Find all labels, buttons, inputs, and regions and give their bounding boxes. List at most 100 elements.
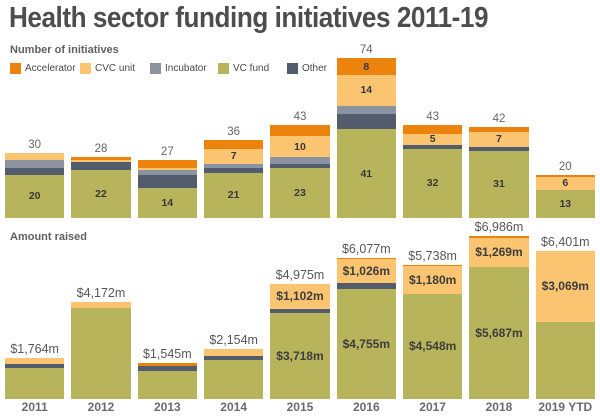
bar-column-2015: $4,975m $1,102m $3,718m [270, 217, 330, 399]
bar-segment-accelerator [137, 159, 197, 169]
bar-segment-incubator [5, 159, 65, 169]
segment-value-label: 5 [429, 133, 436, 145]
bar-total-label: 20 [558, 160, 572, 173]
bar-total-label: $6,401m [540, 234, 590, 249]
legend-item-other: Other [287, 63, 327, 74]
legend: Accelerator CVC unit Incubator VC fund Other [0, 63, 600, 77]
bar-column-2019-ytd: 20 6 13 [535, 40, 595, 218]
segment-value-label: 13 [559, 197, 572, 210]
bar-segment-accelerator [469, 236, 529, 238]
segment-value-label: 22 [95, 188, 107, 201]
incubator-swatch-icon [150, 63, 161, 74]
bar-segment-vc_fund: $4,755m [336, 288, 396, 399]
segment-value-label: $3,718m [276, 348, 324, 363]
bar-segment-vc_fund [203, 359, 264, 399]
bar-segment-accelerator [270, 125, 330, 136]
bar-column-2014: 36 7 21 [203, 40, 264, 218]
bar-segment-other [203, 356, 264, 360]
other-swatch-icon [287, 63, 298, 74]
segment-value-label: $5,687m [475, 326, 523, 341]
bar-segment-accelerator: 8 [336, 58, 396, 76]
segment-value-label: 8 [363, 60, 370, 73]
bar-segment-accelerator [203, 140, 264, 149]
bar-total-label: $6,077m [341, 241, 391, 256]
bar-total-label: 43 [426, 111, 440, 124]
bar-column-2013: $1,545m [137, 217, 197, 399]
bar-segment-vc_fund: 21 [203, 172, 264, 218]
bar-segment-incubator [137, 170, 197, 175]
bar-segment-vc_fund: 23 [270, 168, 330, 218]
legend-label: Incubator [165, 63, 207, 74]
bar-segment-other [270, 163, 330, 169]
bar-segment-cvc_unit: 14 [336, 75, 396, 106]
bar-segment-cvc_unit: $1,026m [336, 259, 396, 284]
bar-column-2016: 74 8 14 41 [336, 40, 396, 218]
legend-item-incubator: Incubator [150, 63, 207, 74]
initiatives-chart: 30 20 28 22 27 14 36 7 21 43 10 23 74 8 14 41 43 5 32 42 7 31… [5, 40, 595, 218]
bar-column-2018: $6,986m $1,269m $5,687m [469, 217, 529, 399]
legend-label: Accelerator [25, 63, 76, 74]
segment-value-label: 21 [227, 189, 240, 202]
bar-segment-cvc_unit [5, 358, 65, 365]
x-axis-label: 2013 [153, 400, 181, 414]
bar-segment-vc_fund: $4,548m [402, 293, 463, 399]
bar-segment-other [402, 144, 463, 149]
segment-value-label: 23 [294, 187, 306, 200]
bar-column-2012: $4,172m [71, 217, 131, 399]
x-axis-label: 2018 [485, 400, 513, 414]
bar-total-label: 36 [227, 126, 241, 139]
segment-value-label: 7 [230, 150, 237, 163]
bar-segment-other [336, 283, 396, 289]
bar-segment-cvc_unit [5, 153, 65, 160]
bar-segment-vc_fund: 14 [137, 187, 197, 218]
segment-value-label: 6 [562, 177, 569, 190]
bar-segment-vc_fund: 31 [469, 150, 529, 218]
segment-value-label: $3,069m [541, 279, 589, 294]
bar-segment-other [5, 168, 65, 175]
bar-segment-other [137, 365, 197, 372]
bar-column-2014: $2,154m [203, 217, 264, 399]
segment-value-label: 14 [161, 196, 174, 209]
bar-total-label: $2,154m [209, 333, 258, 348]
bar-segment-other [5, 364, 65, 368]
bar-segment-accelerator [402, 264, 463, 267]
segment-value-label: $1,102m [276, 289, 324, 304]
page-title: Health sector funding initiatives 2011-1… [9, 2, 489, 34]
segment-value-label: 14 [360, 84, 373, 97]
bar-segment-cvc_unit [137, 168, 197, 171]
accelerator-swatch-icon [10, 63, 21, 74]
x-axis-label: 2014 [220, 400, 247, 414]
bar-segment-cvc_unit [71, 159, 131, 162]
bar-segment-cvc_unit: $1,269m [469, 237, 529, 268]
bar-segment-vc_fund [535, 321, 595, 399]
x-axis-label: 2015 [286, 400, 314, 414]
segment-value-label: 31 [493, 178, 505, 191]
bar-segment-accelerator [469, 127, 529, 132]
bar-segment-vc_fund: 20 [5, 174, 65, 218]
bar-column-2017: $5,738m $1,180m $4,548m [402, 217, 463, 399]
segment-value-label: 20 [28, 190, 41, 203]
bar-segment-cvc_unit: $3,069m [535, 250, 595, 322]
segment-value-label: 41 [360, 167, 373, 180]
bar-segment-vc_fund: 32 [402, 148, 463, 218]
bar-total-label: $5,738m [408, 248, 457, 263]
segment-value-label: $1,026m [342, 264, 390, 279]
bar-total-label: 42 [492, 113, 506, 126]
amount-raised-chart: $1,764m $4,172m $1,545m $2,154m $4,975m $1,10… [5, 217, 595, 399]
bar-segment-accelerator [71, 157, 131, 160]
legend-label: CVC unit [95, 63, 136, 74]
bar-segment-vc_fund [137, 371, 197, 399]
bar-segment-other [71, 161, 131, 171]
bar-segment-other [203, 168, 264, 173]
segment-value-label: 7 [496, 133, 502, 146]
bar-segment-incubator [336, 105, 396, 115]
bar-column-2019-ytd: $6,401m $3,069m [535, 217, 595, 399]
bar-total-label: $1,545m [142, 347, 192, 362]
bar-segment-accelerator [402, 125, 463, 134]
bar-segment-vc_fund [5, 367, 65, 399]
bar-segment-cvc_unit [203, 349, 264, 357]
x-axis-label: 2012 [87, 400, 115, 414]
bar-column-2016: $6,077m $1,026m $4,755m [336, 217, 396, 399]
bar-column-2011: 30 20 [5, 40, 65, 218]
x-axis-label: 2016 [352, 400, 380, 414]
